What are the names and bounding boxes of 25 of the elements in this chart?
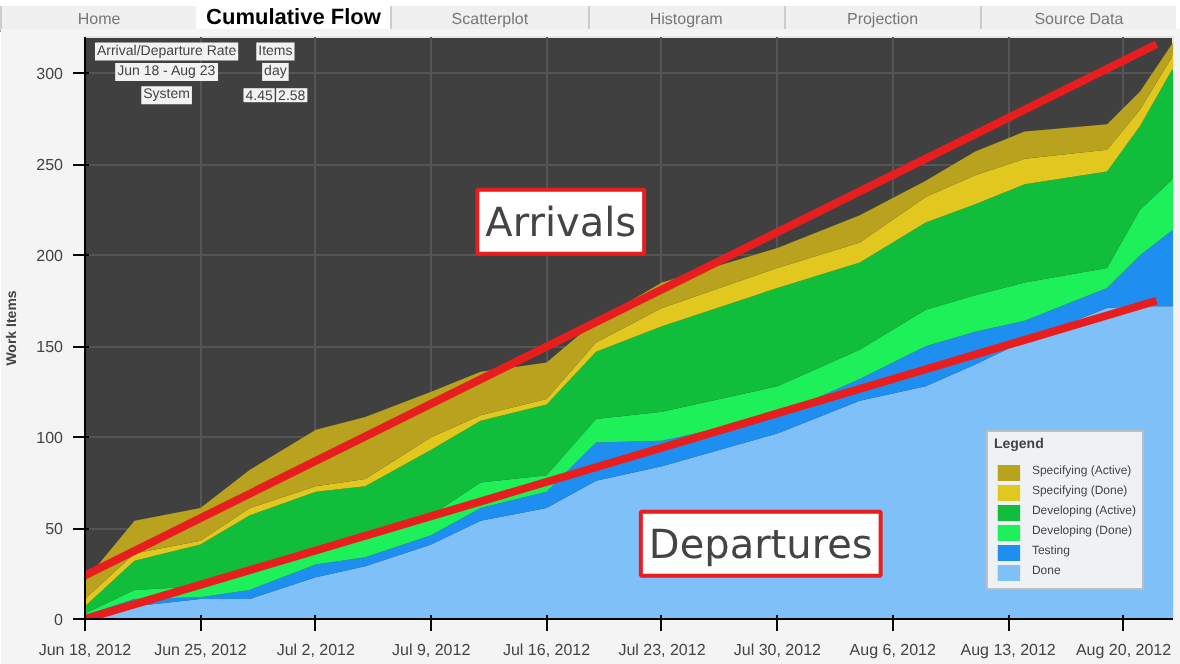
x-tick-label: Jun 18, 2012 (38, 641, 133, 659)
x-tick-label: Jul 9, 2012 (392, 641, 472, 659)
y-tick-label: 50 (45, 520, 65, 539)
y-tick-label: 150 (36, 338, 65, 357)
source-note: Source Data (979, 6, 1177, 30)
chart-title: Cumulative Flow (196, 6, 391, 30)
y-tick-label: 0 (54, 611, 65, 629)
x-tick-label: Jul 30, 2012 (733, 641, 823, 659)
text: Projection (783, 6, 980, 30)
x-tick-label: Aug 13, 2012 (960, 641, 1057, 659)
series-label: Departures (648, 519, 873, 568)
x-tick-label: Jul 2, 2012 (276, 641, 357, 659)
text: Home (0, 6, 197, 30)
text: Histogram (587, 6, 784, 30)
x-tick-label: Aug 6, 2012 (849, 641, 938, 659)
x-tick-label: Aug 20, 2012 (1075, 641, 1173, 659)
y-tick-label: 300 (36, 65, 65, 84)
y-tick-label: 100 (36, 429, 65, 448)
series-label: Arrivals (485, 197, 637, 246)
x-tick-label: Jul 23, 2012 (618, 641, 707, 659)
y-tick-label: 250 (36, 156, 65, 175)
x-tick-label: Jul 16, 2012 (502, 641, 592, 659)
text: Scatterplot (390, 6, 588, 30)
y-tick-label: 200 (36, 247, 65, 266)
x-tick-label: Jun 25, 2012 (154, 641, 248, 659)
